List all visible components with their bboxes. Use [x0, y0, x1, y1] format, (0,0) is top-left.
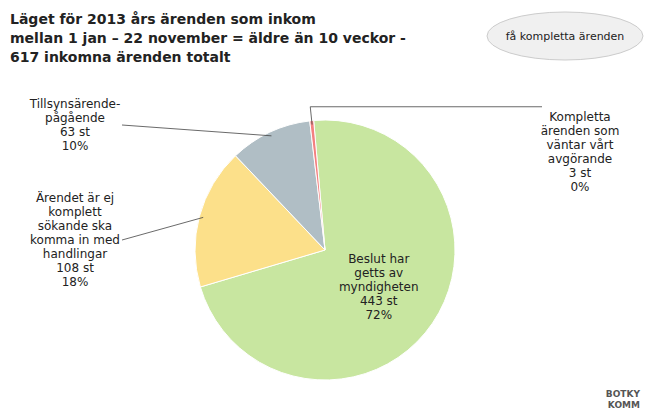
- share-label: 18%: [62, 275, 89, 289]
- slice: [310, 120, 325, 250]
- slice-label: Beslut hargetts avmyndigheten: [339, 252, 419, 294]
- leader-line: [122, 125, 271, 136]
- slices: [195, 120, 455, 380]
- value-label: 108 st: [56, 261, 94, 275]
- share-label: 0%: [570, 180, 589, 194]
- corner-note: få kompletta ärenden: [506, 30, 625, 43]
- leader-line: [122, 217, 203, 240]
- title: Läget för 2013 års ärenden som inkommell…: [10, 11, 406, 65]
- slice-label: Ärendet är ejkomplettsökande skakomma in…: [30, 190, 120, 261]
- share-label: 72%: [365, 308, 392, 322]
- corner-bubble: [487, 12, 643, 60]
- share-label: 10%: [62, 139, 89, 153]
- value-label: 63 st: [60, 125, 90, 139]
- slice: [235, 121, 325, 250]
- logo: BOTKYKOMM: [606, 389, 641, 410]
- leader-line: [310, 107, 542, 125]
- value-label: 3 st: [569, 166, 592, 180]
- value-label: 443 st: [360, 294, 398, 308]
- slice-label: Tillsynsärende-pågående: [29, 97, 121, 125]
- chart: Läget för 2013 års ärenden som inkommell…: [0, 0, 651, 416]
- slice-label: Komplettaärenden somväntar vårtavgörande: [541, 110, 620, 166]
